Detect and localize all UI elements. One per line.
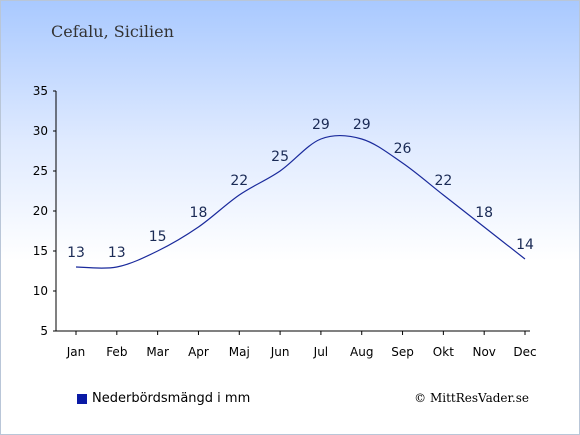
- x-tick-label: Maj: [229, 345, 250, 359]
- y-tick-label: 15: [33, 244, 48, 258]
- legend: Nederbördsmängd i mm: [77, 391, 250, 406]
- x-tick-label: Mar: [146, 345, 169, 359]
- data-label: 29: [353, 117, 371, 133]
- x-tick-label: Jun: [270, 345, 290, 359]
- data-label: 25: [271, 149, 289, 165]
- data-label: 14: [516, 237, 534, 253]
- data-label: 18: [190, 205, 208, 221]
- y-tick-label: 20: [33, 204, 48, 218]
- x-tick-label: Jul: [313, 345, 328, 359]
- data-label: 13: [67, 245, 85, 261]
- copyright-notice: © MittResVader.se: [414, 391, 529, 405]
- y-tick-label: 35: [33, 84, 48, 98]
- x-tick-label: Okt: [433, 345, 454, 359]
- x-tick-label: Nov: [472, 345, 495, 359]
- x-tick-label: Aug: [350, 345, 373, 359]
- x-tick-label: Jan: [66, 345, 86, 359]
- y-tick-label: 10: [33, 284, 48, 298]
- chart-title: Cefalu, Sicilien: [51, 22, 174, 41]
- y-tick-label: 5: [40, 324, 48, 338]
- data-label: 13: [108, 245, 126, 261]
- x-tick-label: Dec: [513, 345, 536, 359]
- data-label: 22: [230, 173, 248, 189]
- data-label: 15: [149, 229, 167, 245]
- x-tick-label: Feb: [106, 345, 127, 359]
- data-label: 22: [434, 173, 452, 189]
- x-tick-label: Apr: [188, 345, 209, 359]
- data-label: 18: [475, 205, 493, 221]
- legend-label: Nederbördsmängd i mm: [92, 391, 251, 406]
- y-tick-label: 25: [33, 164, 48, 178]
- legend-swatch: [77, 393, 87, 404]
- y-tick-label: 30: [33, 124, 48, 138]
- series-line: [75, 134, 526, 269]
- data-label: 26: [394, 141, 412, 157]
- x-tick-label: Sep: [391, 345, 414, 359]
- data-label: 29: [312, 117, 330, 133]
